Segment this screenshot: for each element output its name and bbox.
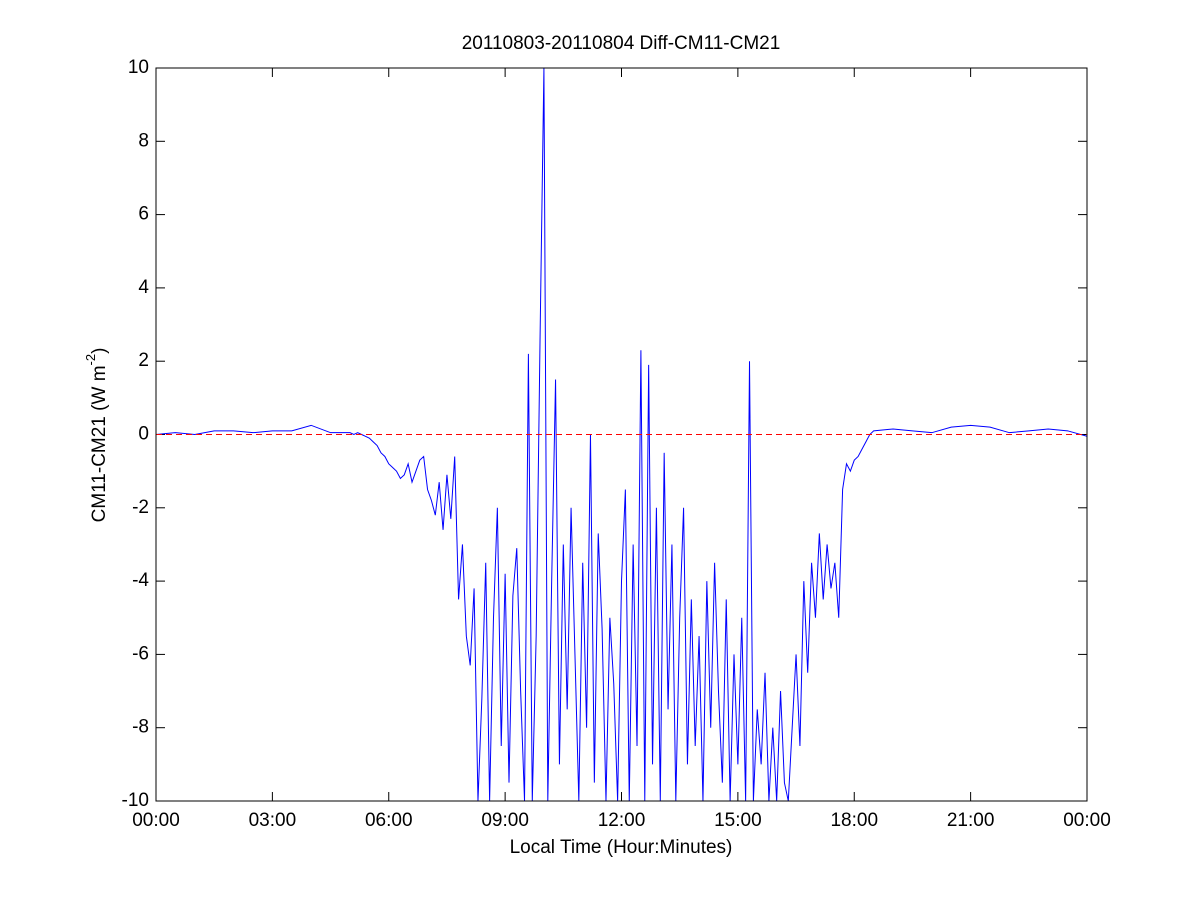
y-tick-label: 0 <box>138 424 149 445</box>
x-tick-label: 09:00 <box>481 810 529 831</box>
y-tick-label: -8 <box>132 717 149 738</box>
y-axis-label-text: CM11-CM21 (W m <box>89 365 110 522</box>
x-tick-label: 12:00 <box>598 810 646 831</box>
y-tick-label: 10 <box>128 57 149 78</box>
x-tick-label: 18:00 <box>830 810 878 831</box>
y-tick-label: -10 <box>122 790 149 811</box>
x-tick-label: 21:00 <box>947 810 995 831</box>
x-tick-label: 03:00 <box>249 810 297 831</box>
y-axis-label-superscript: -2 <box>83 354 98 366</box>
y-tick-label: -4 <box>132 570 149 591</box>
y-tick-label: 2 <box>138 350 149 371</box>
x-tick-label: 06:00 <box>365 810 413 831</box>
y-axis-label: CM11-CM21 (W m-2) <box>83 348 110 523</box>
x-tick-label: 00:00 <box>132 810 180 831</box>
y-axis-label-suffix: ) <box>89 348 110 354</box>
x-tick-label: 15:00 <box>714 810 762 831</box>
y-tick-label: 6 <box>138 204 149 225</box>
y-tick-label: 4 <box>138 277 149 298</box>
x-axis-label: Local Time (Hour:Minutes) <box>510 837 733 858</box>
axes-box <box>155 67 1088 802</box>
x-tick-label: 00:00 <box>1063 810 1111 831</box>
data-line <box>156 68 1087 801</box>
y-tick-label: 8 <box>138 130 149 151</box>
y-tick-label: -6 <box>132 643 149 664</box>
chart-title: 20110803-20110804 Diff-CM11-CM21 <box>462 33 781 54</box>
y-tick-label: -2 <box>132 497 149 518</box>
